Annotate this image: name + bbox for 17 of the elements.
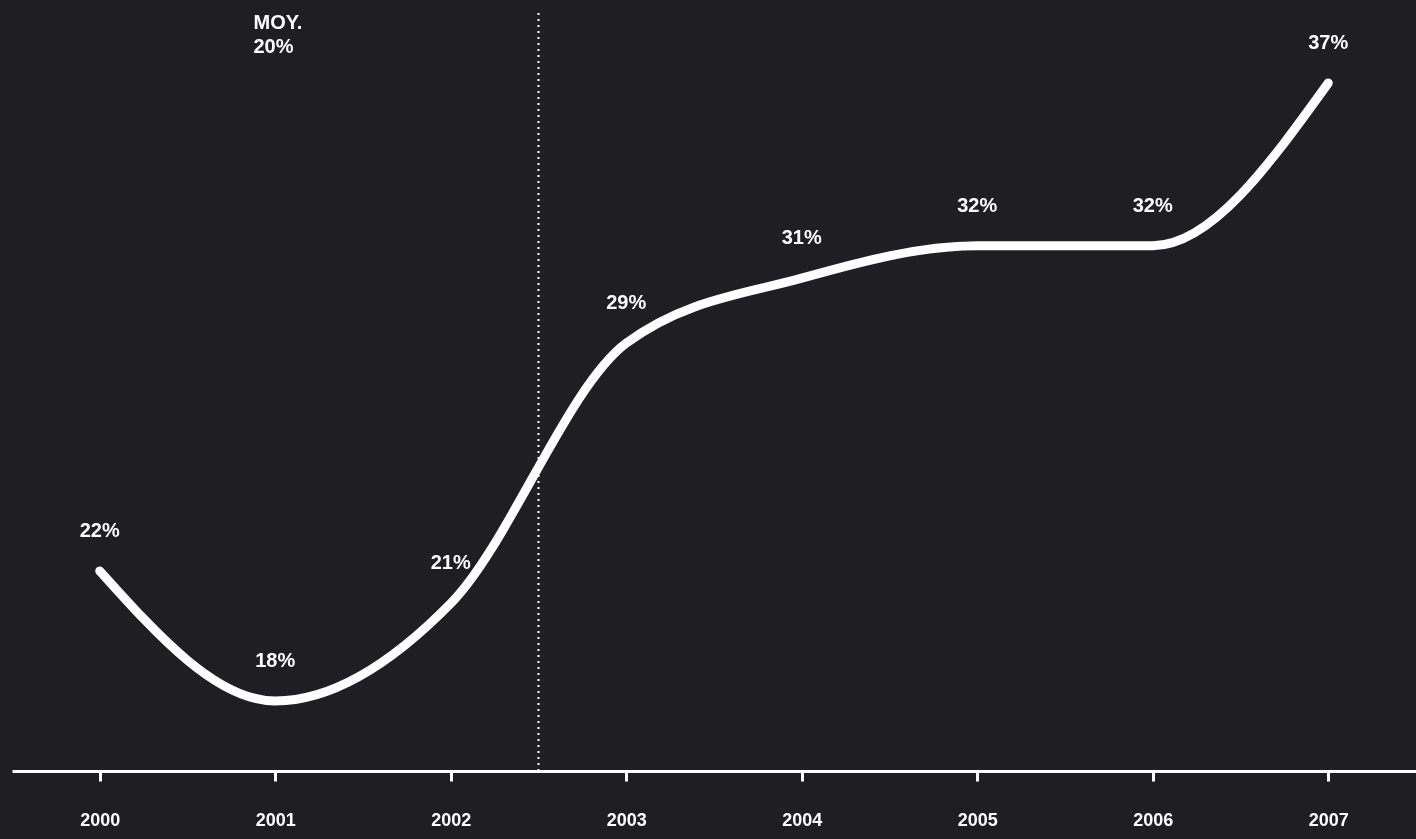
data-label: 18% (255, 649, 296, 671)
data-label: 21% (430, 551, 471, 574)
x-tick-label: 2006 (1133, 809, 1174, 830)
x-tick-label: 2007 (1308, 809, 1349, 830)
x-tick-label: 2005 (957, 809, 998, 830)
x-tick-label: 2001 (255, 809, 296, 830)
data-label: 32% (1132, 193, 1173, 216)
data-label: 31% (781, 226, 822, 249)
x-tick-label: 2000 (80, 809, 121, 830)
x-tick-label: 2003 (606, 809, 647, 830)
data-label: 37% (1308, 31, 1349, 53)
ref-line-label: MOY. 20% (253, 11, 303, 57)
data-label: 32% (957, 193, 998, 216)
x-tick-label: 2002 (431, 809, 472, 830)
x-tick-label: 2004 (782, 809, 823, 830)
data-label: 29% (606, 291, 647, 314)
data-label: 22% (79, 518, 120, 541)
